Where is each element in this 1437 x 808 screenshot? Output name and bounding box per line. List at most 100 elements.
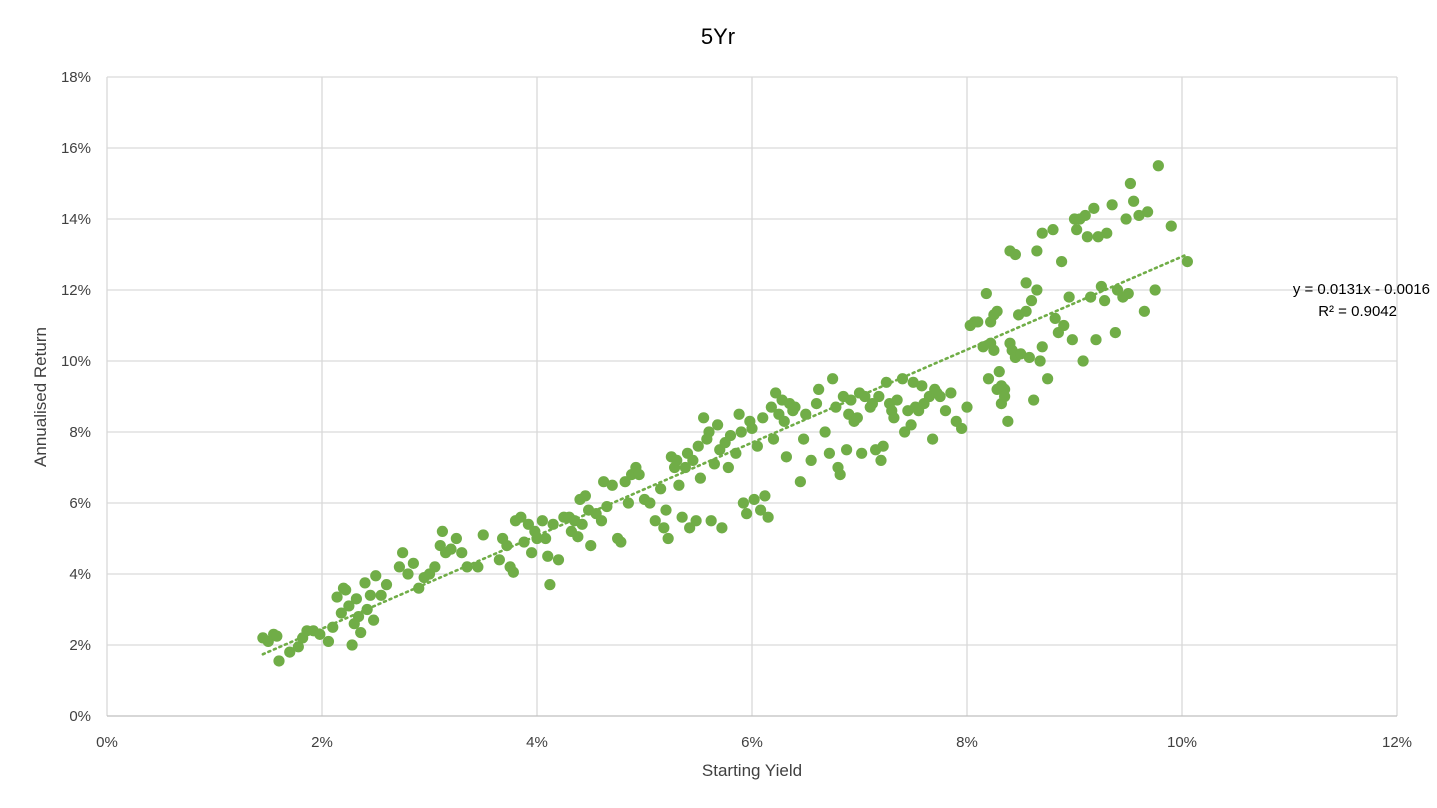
data-point: [501, 540, 513, 552]
data-point: [429, 561, 441, 573]
data-point: [730, 447, 742, 459]
data-point: [407, 557, 419, 569]
data-point: [995, 380, 1008, 392]
data-point: [1066, 334, 1078, 346]
data-point: [552, 554, 565, 566]
data-point: [1056, 256, 1068, 268]
data-point: [737, 497, 750, 509]
data-point: [1149, 284, 1161, 296]
data-point: [368, 614, 380, 626]
data-point: [644, 497, 656, 509]
data-point: [875, 454, 887, 466]
data-point: [708, 458, 720, 470]
data-point: [1079, 209, 1091, 222]
data-point: [622, 497, 634, 509]
data-point: [1031, 284, 1043, 296]
data-point: [1095, 280, 1107, 293]
data-point: [724, 429, 737, 442]
data-point: [606, 479, 618, 491]
data-point: [352, 611, 365, 623]
data-point: [340, 584, 352, 596]
data-point: [679, 461, 691, 474]
data-point: [1120, 213, 1132, 225]
data-point: [477, 529, 489, 541]
data-point: [676, 511, 688, 523]
data-point: [472, 561, 484, 573]
data-point: [359, 577, 371, 589]
data-point: [544, 579, 556, 591]
x-tick-label: 4%: [526, 734, 548, 751]
data-point: [1049, 312, 1061, 324]
data-point: [572, 531, 584, 543]
data-point: [1090, 334, 1102, 346]
data-point: [703, 426, 715, 438]
data-point: [856, 447, 868, 459]
data-point: [673, 479, 685, 491]
data-point: [827, 373, 839, 385]
data-point: [896, 373, 909, 385]
data-point: [692, 440, 704, 452]
data-point: [331, 591, 343, 603]
trendline-r2: R² = 0.9042: [1318, 303, 1397, 320]
data-point: [907, 376, 919, 388]
data-point: [939, 405, 952, 417]
data-point: [1109, 327, 1121, 339]
data-point: [866, 398, 879, 410]
y-tick-label: 2%: [69, 637, 91, 654]
y-axis-title: Annualised Return: [31, 327, 50, 467]
data-point: [972, 316, 984, 328]
data-point: [355, 626, 367, 639]
data-point: [722, 461, 734, 474]
data-point: [402, 568, 414, 580]
data-point: [991, 305, 1003, 317]
data-point: [1020, 305, 1032, 317]
data-point: [1128, 195, 1140, 207]
data-point: [1025, 295, 1038, 307]
data-point: [961, 401, 973, 413]
axes: [106, 77, 1397, 717]
y-tick-label: 16%: [61, 140, 91, 157]
data-point: [956, 422, 968, 435]
data-point: [1085, 291, 1097, 303]
data-point: [694, 472, 707, 484]
data-point: [1152, 160, 1164, 172]
data-point: [456, 547, 468, 559]
data-point: [755, 504, 767, 516]
data-point: [1009, 248, 1021, 261]
data-point: [859, 390, 871, 403]
data-point: [751, 440, 763, 452]
data-point: [322, 635, 335, 648]
data-point: [542, 550, 554, 562]
data-point: [436, 525, 448, 538]
data-point: [1092, 231, 1104, 243]
y-tick-label: 12%: [61, 282, 91, 299]
y-tick-label: 10%: [61, 353, 91, 370]
data-point: [515, 511, 527, 523]
data-point: [819, 426, 831, 438]
data-point: [705, 515, 717, 527]
data-point: [1077, 355, 1089, 367]
data-point: [780, 451, 793, 463]
data-point: [327, 621, 339, 633]
data-point: [988, 344, 1000, 356]
trendline-layer: [261, 253, 1189, 656]
data-point: [999, 390, 1011, 403]
data-point: [536, 515, 548, 527]
data-point: [698, 412, 710, 424]
data-point: [687, 454, 699, 466]
trendline: [261, 253, 1189, 656]
data-point: [518, 536, 530, 548]
data-point: [595, 515, 608, 527]
data-point: [823, 447, 836, 459]
data-point: [712, 419, 724, 431]
data-point: [1088, 202, 1100, 214]
data-point: [759, 490, 771, 502]
data-point: [619, 476, 631, 488]
data-point: [945, 387, 957, 399]
x-tick-label: 10%: [1167, 734, 1197, 751]
data-point: [873, 390, 885, 403]
data-point: [1181, 256, 1193, 268]
data-point: [314, 628, 326, 640]
y-tick-label: 18%: [61, 69, 91, 86]
